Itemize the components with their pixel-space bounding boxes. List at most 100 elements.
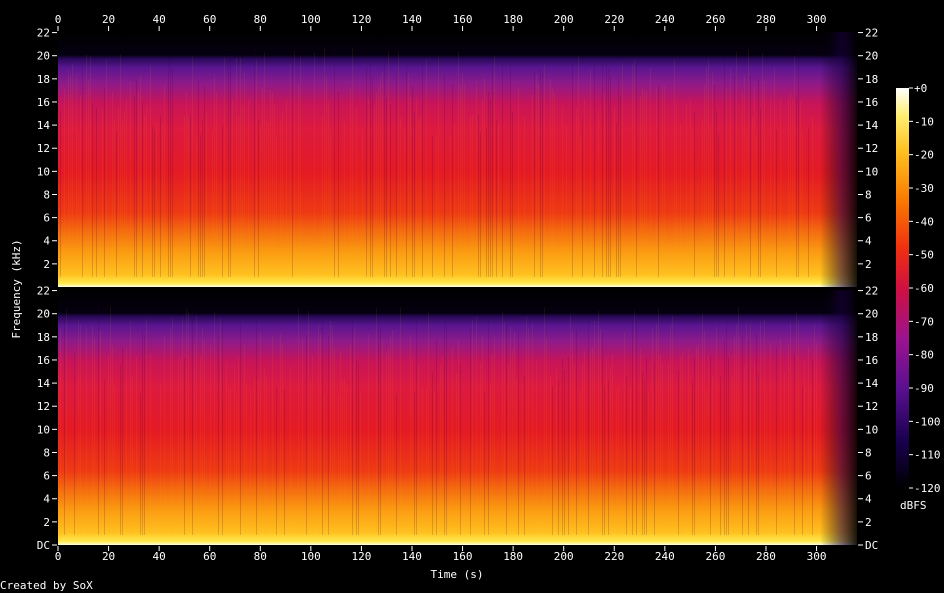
striation: [320, 334, 321, 535]
x-tick-label-bottom: 300: [807, 550, 827, 563]
striation: [760, 109, 761, 277]
striation: [728, 357, 729, 535]
striation: [798, 319, 799, 535]
striation: [780, 338, 781, 535]
y-tick-label-right: 2: [865, 516, 872, 529]
x-tick-label-top: 220: [604, 13, 624, 26]
striation: [226, 362, 227, 535]
striation: [524, 375, 525, 535]
striation: [612, 353, 613, 535]
striation: [352, 48, 353, 278]
striation: [416, 317, 417, 535]
striation: [774, 67, 775, 277]
y-tick-label-right: 8: [865, 188, 872, 201]
striation: [274, 104, 275, 277]
striation: [374, 105, 375, 278]
striation: [674, 58, 675, 277]
x-tick-label-bottom: 140: [402, 550, 422, 563]
striation: [356, 108, 357, 277]
striation: [290, 63, 291, 277]
striation: [608, 380, 609, 535]
x-tick-label-top: 20: [102, 13, 115, 26]
y-tick-label-left: 8: [43, 188, 50, 201]
striation: [412, 358, 413, 535]
striation: [436, 339, 437, 535]
y-tick-label-right: 4: [865, 235, 872, 248]
striation: [810, 386, 811, 535]
striation: [808, 126, 809, 278]
striation: [588, 314, 589, 535]
striation: [776, 347, 777, 535]
striation: [258, 118, 259, 277]
striation: [736, 324, 737, 535]
striation: [484, 391, 485, 535]
striation: [388, 348, 389, 535]
x-tick-label-top: 60: [203, 13, 216, 26]
striation: [506, 318, 507, 535]
striation: [602, 332, 603, 535]
striation: [600, 328, 601, 535]
striation: [764, 319, 765, 535]
striation: [798, 49, 799, 277]
y-tick-label-left: 2: [43, 258, 50, 271]
x-tick-label-top: 120: [351, 13, 371, 26]
striation: [404, 127, 405, 277]
striation: [480, 132, 481, 277]
striation: [494, 336, 495, 535]
striation: [808, 346, 809, 535]
striation: [410, 97, 411, 277]
striation: [106, 58, 107, 278]
striation: [550, 375, 551, 535]
striation: [434, 391, 435, 535]
striation: [324, 394, 325, 535]
striation: [426, 387, 427, 535]
striation: [354, 328, 355, 535]
striation: [238, 357, 239, 535]
striation: [472, 114, 473, 277]
channel-top: [58, 32, 857, 287]
striation: [682, 349, 683, 535]
striation: [168, 57, 169, 278]
colorbar-tick-label: -90: [914, 382, 934, 395]
striation: [338, 394, 339, 535]
striation: [672, 315, 673, 535]
y-axis-label: Frequency (kHz): [10, 239, 23, 338]
striation: [214, 74, 215, 277]
x-tick-label-bottom: 120: [351, 550, 371, 563]
striation: [524, 116, 525, 277]
x-tick-label-top: 240: [655, 13, 675, 26]
striation: [598, 310, 599, 535]
striation: [230, 51, 231, 278]
striation: [450, 135, 451, 277]
y-tick-label-right: 2: [865, 258, 872, 271]
x-tick-label-top: 180: [503, 13, 523, 26]
striation: [800, 100, 801, 277]
striation: [522, 382, 523, 535]
striation: [730, 67, 731, 277]
striation: [86, 327, 87, 535]
striation: [294, 51, 295, 277]
colorbar: +0 -10 -20 -30 -40 -50 -60 -70 -80 -90 -100 -110 -12…: [896, 82, 941, 512]
striation: [218, 335, 219, 535]
striation: [656, 323, 657, 535]
x-tick-label-bottom: 200: [554, 550, 574, 563]
striation: [338, 91, 339, 277]
striation: [92, 326, 93, 535]
y-tick-label-right: 6: [865, 470, 872, 483]
striation: [376, 92, 377, 278]
striation: [754, 361, 755, 535]
striation: [726, 87, 727, 277]
striation: [794, 354, 795, 535]
striation: [154, 129, 155, 277]
striation: [748, 340, 749, 535]
striation: [440, 363, 441, 535]
striation: [196, 314, 197, 535]
striation: [614, 107, 615, 277]
striation: [764, 81, 765, 277]
striation: [636, 64, 637, 277]
striation: [270, 90, 271, 277]
striation: [770, 98, 771, 278]
striation: [118, 106, 119, 277]
striation: [536, 358, 537, 535]
x-tick-label-top: 140: [402, 13, 422, 26]
